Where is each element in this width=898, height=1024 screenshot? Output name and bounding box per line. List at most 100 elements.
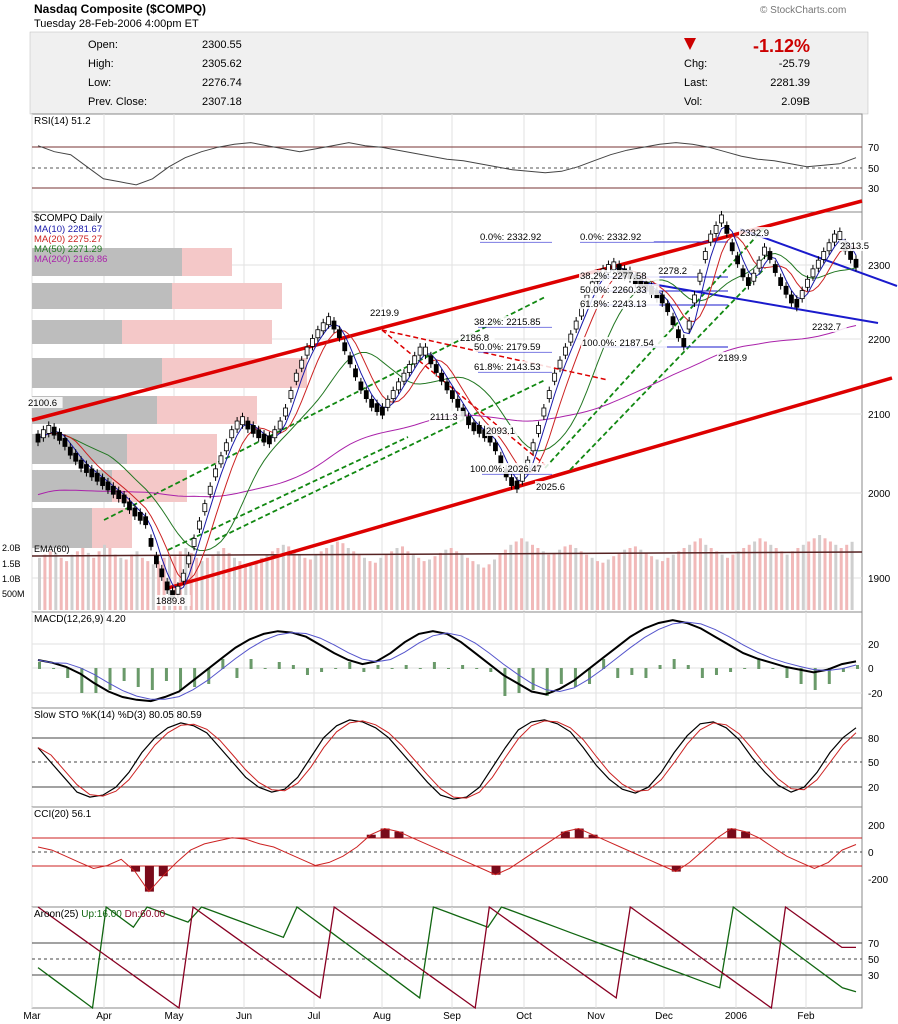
macd-histogram-bar — [38, 662, 41, 669]
macd-histogram-bar — [757, 659, 761, 669]
macd-histogram-bar — [193, 668, 197, 687]
y-tick-label: 2300 — [868, 261, 891, 272]
y-tick-label: 20 — [868, 783, 880, 794]
volume-bar — [233, 557, 236, 610]
volume-bar — [38, 557, 41, 610]
volume-bar — [460, 554, 464, 610]
macd-histogram-bar — [80, 668, 84, 693]
candle-body — [756, 259, 762, 269]
x-tick-label: Feb — [797, 1011, 815, 1022]
volume-bar — [249, 566, 253, 610]
trend-line-dashed — [167, 436, 409, 551]
macd-histogram-bar — [573, 668, 577, 687]
volume-bar — [807, 541, 811, 610]
volume-bar — [411, 554, 415, 610]
annotation-bg — [581, 337, 667, 348]
volume-bar — [151, 564, 155, 610]
wedge-line — [645, 282, 879, 324]
macd-signal-line — [37, 621, 857, 700]
price-annotation: 2232.7 — [812, 322, 841, 333]
stat-value: 2300.55 — [202, 39, 242, 51]
candle-body — [708, 233, 714, 243]
x-tick-label: 2006 — [725, 1011, 748, 1022]
volume-profile-bar — [182, 248, 232, 276]
y-tick-label: 0 — [868, 664, 874, 675]
price-annotation: 2219.9 — [370, 308, 399, 319]
volume-bar — [184, 548, 188, 610]
macd-histogram-bar — [799, 668, 803, 684]
candle-body — [35, 433, 41, 443]
candle-body — [277, 420, 283, 430]
macd-histogram-bar — [559, 668, 563, 684]
candle-body — [143, 516, 149, 526]
y-tick-label: 70 — [868, 939, 880, 950]
candle-body — [552, 372, 558, 382]
sto-panel: Slow STO %K(14) %D(3) 80.05 80.59 80 50 20 — [31, 707, 880, 808]
volume-bar — [531, 544, 534, 610]
stat-label: High: — [88, 58, 114, 70]
price-annotation: 38.2%: 2277.58 — [580, 271, 647, 282]
y-tick-label: 2100 — [868, 410, 891, 421]
candle-body — [293, 372, 299, 382]
volume-bar — [482, 567, 486, 610]
candle-body — [51, 426, 57, 436]
annotation-bg — [811, 321, 847, 332]
volume-bar — [628, 548, 632, 610]
volume-bar — [845, 544, 849, 610]
macd-histogram-bar — [277, 662, 281, 669]
candle-body — [573, 320, 579, 330]
macd-histogram-bar — [714, 668, 718, 675]
volume-bar — [243, 564, 247, 610]
volume-bar — [785, 554, 789, 610]
candle-body — [202, 503, 208, 513]
ma-legend-item: MA(200) 2169.86 — [34, 254, 107, 265]
annotation-bg — [473, 361, 554, 372]
candle-body — [670, 316, 676, 326]
candle-body — [837, 231, 843, 240]
annotation-bg — [429, 411, 465, 422]
candle-body — [310, 338, 315, 347]
candle-body — [234, 420, 240, 430]
volume-bar — [720, 554, 724, 610]
candle-body — [385, 398, 391, 408]
volume-bar — [466, 557, 469, 610]
volume-bar — [731, 554, 735, 610]
macd-histogram-bar — [616, 668, 620, 678]
cci-title: CCI(20) 56.1 — [34, 809, 92, 820]
volume-bar — [222, 548, 226, 610]
price-annotation: 0.0%: 2332.92 — [480, 232, 541, 243]
price-annotation: 61.8%: 2243.13 — [580, 299, 647, 310]
volume-bar — [135, 551, 139, 610]
volume-bar — [130, 554, 134, 610]
volume-bar — [547, 554, 551, 610]
volume-bar — [281, 544, 285, 610]
candle-body — [740, 268, 746, 278]
volume-bar — [200, 561, 204, 610]
volume-bar — [704, 544, 708, 610]
volume-bar — [438, 552, 442, 610]
volume-bar — [433, 556, 437, 610]
volume-tick-label: 2.0B — [2, 543, 21, 553]
volume-profile-bar — [92, 508, 132, 548]
y-tick-label: -20 — [868, 689, 883, 700]
volume-bar — [709, 548, 713, 610]
macd-histogram-bar — [827, 668, 831, 684]
volume-bar — [303, 557, 307, 610]
candle-body — [681, 338, 687, 347]
macd-histogram-bar — [164, 668, 168, 681]
volume-bar — [509, 544, 513, 610]
macd-histogram-bar — [291, 665, 295, 669]
macd-histogram-bar — [362, 668, 366, 672]
candle-body — [197, 520, 202, 530]
y-tick-label: 50 — [868, 955, 880, 966]
volume-bar — [726, 557, 729, 610]
candle-body — [476, 424, 482, 434]
volume-bar — [406, 551, 410, 610]
candle-body — [493, 442, 498, 452]
candle-body — [799, 290, 805, 300]
macd-histogram-bar — [475, 668, 479, 669]
annotation-bg — [369, 307, 405, 318]
annotation-bg — [579, 284, 660, 295]
volume-profile-bar — [127, 434, 217, 464]
macd-histogram-bar — [122, 668, 126, 681]
